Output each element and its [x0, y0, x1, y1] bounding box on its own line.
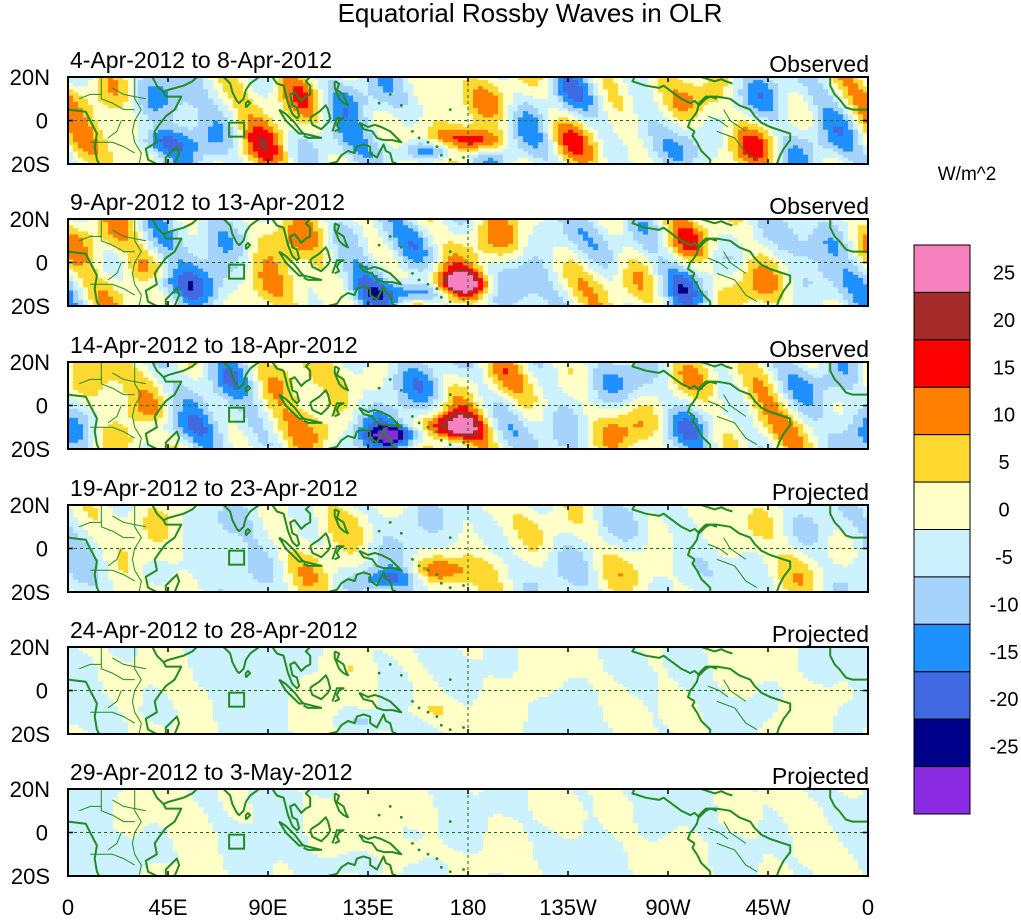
panel-date-range: 19-Apr-2012 to 23-Apr-2012	[70, 475, 358, 501]
map-panel: 20N 0 20S 29-Apr-2012 to 3-May-2012 Projecte…	[10, 759, 869, 889]
lat-label: 20N	[10, 207, 50, 232]
colorbar: W/m^2 25 20 15 10 5 0 -5 -10 -15 -20 -25	[913, 164, 1019, 815]
colorbar-swatch	[913, 718, 971, 768]
panel-date-range: 24-Apr-2012 to 28-Apr-2012	[70, 617, 358, 643]
map-panel: 20N 0 20S 19-Apr-2012 to 23-Apr-2012 Project…	[10, 475, 869, 605]
panel-status: Observed	[769, 193, 869, 219]
colorbar-swatch	[913, 291, 971, 341]
colorbar-units: W/m^2	[938, 164, 997, 185]
colorbar-label: 25	[993, 262, 1015, 284]
reference-box	[228, 121, 246, 138]
lat-label: 0	[36, 679, 48, 704]
panel-status: Projected	[772, 763, 869, 789]
coastlines	[68, 647, 868, 734]
lat-label: 20S	[11, 294, 50, 319]
lat-label: 20N	[10, 777, 50, 802]
coastlines	[68, 219, 868, 306]
colorbar-swatch	[913, 339, 971, 388]
colorbar-label: 15	[993, 357, 1015, 379]
lat-label: 0	[36, 821, 48, 846]
coastlines	[68, 789, 868, 876]
map-panel: 20N 0 20S 4-Apr-2012 to 8-Apr-2012 Observed	[10, 47, 869, 177]
lat-label: 20N	[10, 65, 50, 90]
lat-label: 0	[36, 251, 48, 276]
colorbar-swatch	[913, 529, 971, 578]
lat-label: 20S	[11, 864, 50, 889]
panel-date-range: 14-Apr-2012 to 18-Apr-2012	[70, 332, 358, 358]
lon-label: 45E	[148, 895, 187, 920]
lat-label: 20S	[11, 437, 50, 462]
lon-label: 0	[62, 895, 74, 920]
olr-anomaly-field	[68, 789, 868, 876]
coastlines	[68, 505, 868, 592]
lat-label: 0	[36, 537, 48, 562]
lon-label: 90E	[248, 895, 287, 920]
reference-box	[228, 833, 246, 850]
colorbar-label: -25	[990, 737, 1019, 759]
colorbar-swatch	[913, 481, 971, 530]
colorbar-swatch	[913, 244, 971, 293]
lat-label: 20N	[10, 635, 50, 660]
coastlines	[68, 362, 868, 449]
colorbar-label: -10	[990, 594, 1019, 616]
colorbar-swatch	[913, 766, 971, 815]
map-panel: 20N 0 20S 14-Apr-2012 to 18-Apr-2012 Observe…	[10, 332, 869, 462]
lat-label: 20S	[11, 722, 50, 747]
lon-label: 135W	[539, 895, 597, 920]
panel-date-range: 29-Apr-2012 to 3-May-2012	[70, 759, 353, 785]
panel-status: Observed	[769, 336, 869, 362]
colorbar-label: -15	[990, 642, 1019, 664]
lon-label: 0	[862, 895, 874, 920]
lat-label: 0	[36, 394, 48, 419]
colorbar-swatch	[913, 671, 971, 720]
colorbar-label: 5	[998, 452, 1009, 474]
colorbar-swatch	[913, 576, 971, 625]
colorbar-label: 20	[993, 310, 1015, 332]
colorbar-swatch	[913, 386, 971, 436]
figure-title: Equatorial Rossby Waves in OLR	[338, 0, 723, 28]
reference-box	[228, 263, 246, 280]
panel-status: Projected	[772, 621, 869, 647]
colorbar-label: 0	[998, 500, 1009, 522]
panel-status: Observed	[769, 51, 869, 77]
lat-label: 20N	[10, 493, 50, 518]
lat-label: 20N	[10, 350, 50, 375]
colorbar-label: -5	[995, 547, 1013, 569]
reference-box	[228, 691, 246, 708]
colorbar-swatch	[913, 623, 971, 673]
map-panel: 20N 0 20S 24-Apr-2012 to 28-Apr-2012 Project…	[10, 617, 869, 747]
map-panel: 20N 0 20S 9-Apr-2012 to 13-Apr-2012 Observed	[10, 189, 869, 319]
lat-label: 0	[36, 109, 48, 134]
colorbar-swatch	[913, 434, 971, 483]
lon-label: 180	[450, 895, 487, 920]
panel-status: Projected	[772, 479, 869, 505]
lon-label: 45W	[745, 895, 790, 920]
panel-date-range: 4-Apr-2012 to 8-Apr-2012	[70, 47, 332, 73]
reference-box	[228, 549, 246, 566]
lon-label: 90W	[645, 895, 690, 920]
colorbar-label: 10	[993, 405, 1015, 427]
lat-label: 20S	[11, 152, 50, 177]
longitude-axis: 0 45E 90E 135E 180 135W 90W 45W 0	[62, 895, 874, 920]
panel-date-range: 9-Apr-2012 to 13-Apr-2012	[70, 189, 345, 215]
lat-label: 20S	[11, 580, 50, 605]
reference-box	[228, 406, 246, 423]
colorbar-label: -20	[990, 689, 1019, 711]
lon-label: 135E	[342, 895, 393, 920]
